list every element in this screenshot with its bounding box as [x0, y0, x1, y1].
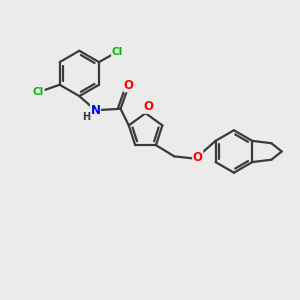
Text: N: N: [91, 104, 100, 117]
Text: O: O: [143, 100, 153, 113]
Text: Cl: Cl: [112, 47, 123, 57]
Text: H: H: [82, 112, 90, 122]
Text: Cl: Cl: [33, 87, 44, 98]
Text: O: O: [193, 151, 203, 164]
Text: O: O: [124, 79, 134, 92]
